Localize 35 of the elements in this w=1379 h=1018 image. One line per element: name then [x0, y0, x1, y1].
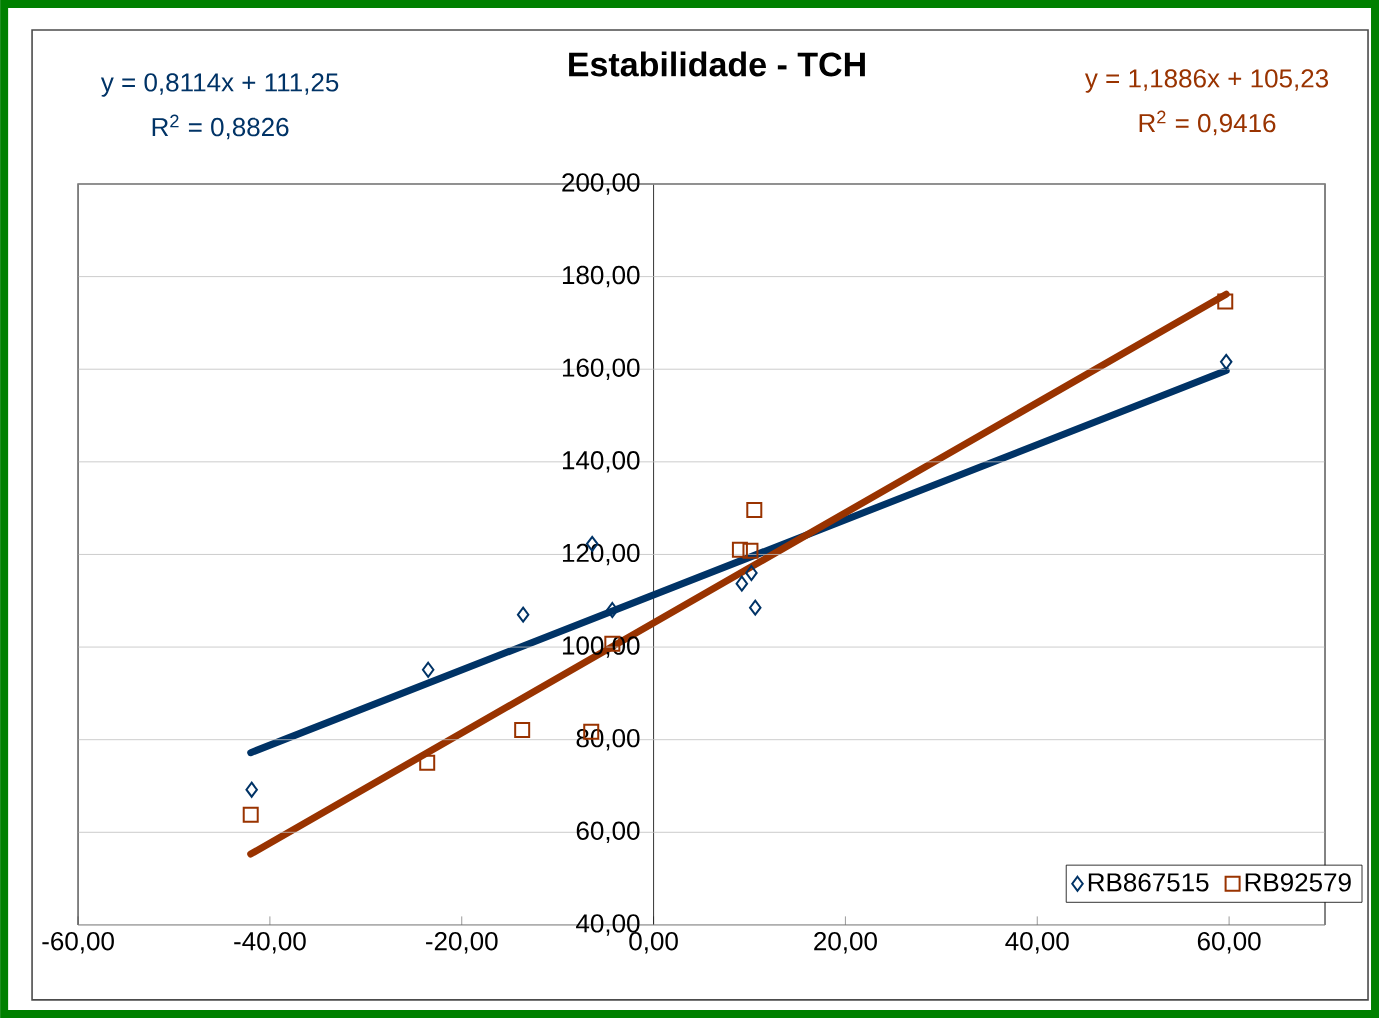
y-tick-label: 60,00 — [576, 821, 640, 844]
point — [514, 722, 531, 738]
x-tick-label: 60,00 — [1197, 932, 1261, 954]
point — [1219, 353, 1233, 370]
y-tick-label: 180,00 — [562, 265, 640, 288]
point — [245, 781, 258, 798]
point — [735, 575, 749, 592]
y-tick-label: 120,00 — [562, 543, 640, 566]
y-tick-label: 160,00 — [562, 358, 640, 380]
point — [421, 661, 435, 678]
point — [731, 541, 748, 558]
point — [749, 599, 762, 616]
y-tick-label: 80,00 — [576, 728, 640, 751]
x-tick-label: -20,00 — [426, 932, 498, 954]
chart-title: Estabilidade - TCH — [569, 51, 865, 77]
y-tick-label: 200,00 — [562, 173, 640, 195]
legend-label: RB867515 — [1088, 873, 1209, 892]
legend-label: RB92579 — [1245, 873, 1351, 892]
point — [746, 502, 763, 519]
text: y = 0,8114x + 111,25 — [100, 73, 339, 97]
x-tick-label: -60,00 — [42, 932, 114, 954]
x-tick-label: 40,00 — [1005, 932, 1069, 954]
point — [606, 602, 619, 619]
point — [516, 606, 530, 623]
point — [242, 806, 259, 823]
point — [742, 542, 759, 559]
y-tick-label: 140,00 — [562, 451, 640, 473]
text: R$^{2}$ = 0,9416 — [1139, 110, 1276, 136]
point — [1217, 293, 1234, 310]
point — [419, 754, 436, 771]
text: y = 1,1886x + 105,23 — [1084, 69, 1329, 93]
x-tick-label: -40,00 — [234, 932, 306, 954]
point — [745, 565, 758, 582]
x-tick-label: 20,00 — [814, 932, 877, 954]
text: R$^{2}$ = 0,8826 — [152, 114, 289, 140]
